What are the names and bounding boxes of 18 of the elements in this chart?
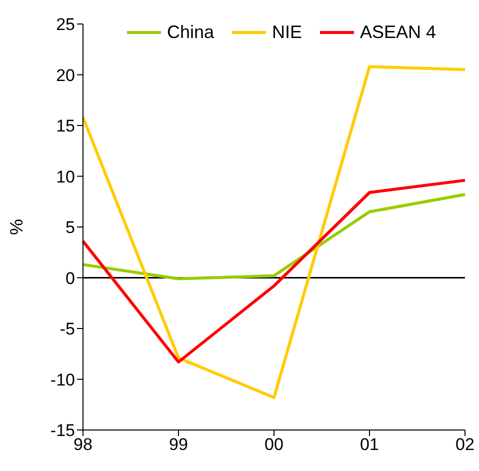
legend-label: ASEAN 4 xyxy=(360,22,436,43)
x-tick-label: 01 xyxy=(360,435,379,454)
legend-label: NIE xyxy=(272,22,302,43)
y-tick-label: 25 xyxy=(56,15,75,34)
x-tick-label: 98 xyxy=(74,435,92,454)
x-tick-label: 02 xyxy=(456,435,474,454)
y-tick-label: 20 xyxy=(56,66,75,85)
y-tick-label: -5 xyxy=(60,320,75,339)
y-axis-title: % xyxy=(6,218,26,236)
legend-label: China xyxy=(166,22,214,43)
x-tick-label: 00 xyxy=(264,435,284,454)
y-tick-label: 15 xyxy=(56,116,75,136)
y-tick-label: -10 xyxy=(50,370,75,390)
y-tick-label: -15 xyxy=(50,421,75,440)
x-tick-label: 99 xyxy=(169,435,188,454)
y-tick-label: 0 xyxy=(66,268,75,288)
y-tick-label: 5 xyxy=(66,218,75,238)
y-tick-label: 10 xyxy=(56,167,75,186)
